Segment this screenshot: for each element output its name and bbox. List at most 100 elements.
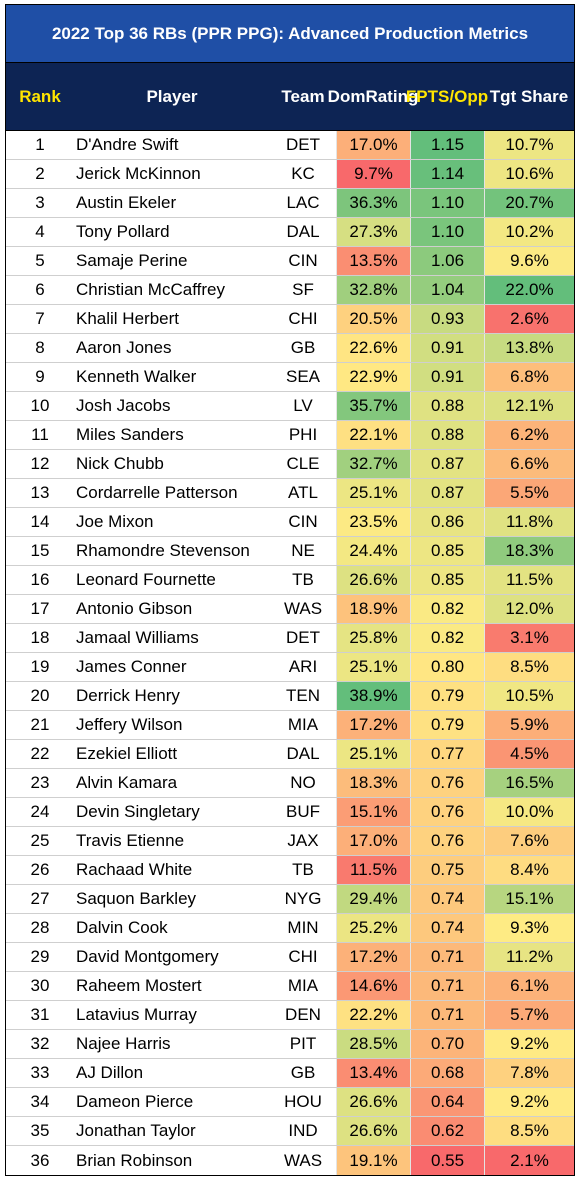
header-dom-line2: Rating [365,86,419,106]
team-cell: NYG [284,889,322,908]
fpts-opp-cell: 0.71 [410,1001,484,1029]
header-dom-line1: Dom [327,86,366,106]
rank-cell: 30 [30,976,50,995]
table-row: 33 AJ Dillon GB 13.4% 0.68 7.8% [6,1059,574,1088]
tgt-share-cell: 10.5% [484,682,574,710]
dom-rating-cell: 28.5% [336,1030,410,1058]
table-row: 19 James Conner ARI 25.1% 0.80 8.5% [6,653,574,682]
team-cell: MIA [287,976,319,995]
player-cell: Najee Harris [76,1034,171,1053]
rank-cell: 8 [35,338,45,357]
table-row: 17 Antonio Gibson WAS 18.9% 0.82 12.0% [6,595,574,624]
fpts-opp-cell: 0.76 [410,769,484,797]
team-cell: SF [292,280,314,299]
rank-cell: 7 [35,309,45,328]
dom-rating-cell: 36.3% [336,189,410,217]
team-cell: PIT [289,1034,317,1053]
team-cell: PHI [288,425,318,444]
rank-cell: 13 [30,483,50,502]
fpts-opp-cell: 0.87 [410,479,484,507]
team-cell: BUF [286,802,320,821]
tgt-share-cell: 11.2% [484,943,574,971]
dom-rating-cell: 22.2% [336,1001,410,1029]
dom-rating-cell: 22.9% [336,363,410,391]
dom-rating-cell: 25.1% [336,740,410,768]
player-cell: Joe Mixon [76,512,154,531]
rank-cell: 29 [30,947,50,966]
header-fpts-opp: FPTS/ Opp [406,63,488,130]
fpts-opp-cell: 0.71 [410,943,484,971]
player-cell: Rhamondre Stevenson [76,541,250,560]
tgt-share-cell: 2.1% [484,1146,574,1175]
player-cell: Jerick McKinnon [76,164,201,183]
team-cell: NO [290,773,316,792]
table-row: 14 Joe Mixon CIN 23.5% 0.86 11.8% [6,508,574,537]
fpts-opp-cell: 0.76 [410,798,484,826]
rank-cell: 10 [30,396,50,415]
dom-rating-cell: 19.1% [336,1146,410,1175]
dom-rating-cell: 17.2% [336,711,410,739]
table-row: 30 Raheem Mostert MIA 14.6% 0.71 6.1% [6,972,574,1001]
player-cell: Ezekiel Elliott [76,744,178,763]
player-cell: Kenneth Walker [76,367,197,386]
table-row: 12 Nick Chubb CLE 32.7% 0.87 6.6% [6,450,574,479]
dom-rating-cell: 26.6% [336,1117,410,1145]
table-row: 22 Ezekiel Elliott DAL 25.1% 0.77 4.5% [6,740,574,769]
player-cell: Austin Ekeler [76,193,177,212]
fpts-opp-cell: 1.06 [410,247,484,275]
table-row: 5 Samaje Perine CIN 13.5% 1.06 9.6% [6,247,574,276]
rank-cell: 1 [35,135,45,154]
tgt-share-cell: 22.0% [484,276,574,304]
player-cell: Raheem Mostert [76,976,202,995]
header-rank: Rank [19,86,61,106]
tgt-share-cell: 12.1% [484,392,574,420]
dom-rating-cell: 32.7% [336,450,410,478]
rank-cell: 15 [30,541,50,560]
dom-rating-cell: 14.6% [336,972,410,1000]
player-cell: Dameon Pierce [76,1092,194,1111]
fpts-opp-cell: 0.74 [410,914,484,942]
fpts-opp-cell: 0.80 [410,653,484,681]
rank-cell: 20 [30,686,50,705]
rank-cell: 21 [30,715,50,734]
player-cell: Latavius Murray [76,1005,197,1024]
player-cell: Alvin Kamara [76,773,178,792]
rank-cell: 4 [35,222,45,241]
rank-cell: 5 [35,251,45,270]
dom-rating-cell: 17.2% [336,943,410,971]
dom-rating-cell: 20.5% [336,305,410,333]
fpts-opp-cell: 0.82 [410,624,484,652]
player-cell: Leonard Fournette [76,570,216,589]
table-row: 29 David Montgomery CHI 17.2% 0.71 11.2% [6,943,574,972]
team-cell: GB [290,338,316,357]
team-cell: HOU [284,1092,322,1111]
rank-cell: 3 [35,193,45,212]
table-row: 2 Jerick McKinnon KC 9.7% 1.14 10.6% [6,160,574,189]
header-tgt-share: Tgt Share [489,86,569,106]
rank-cell: 6 [35,280,45,299]
table-row: 28 Dalvin Cook MIN 25.2% 0.74 9.3% [6,914,574,943]
dom-rating-cell: 13.4% [336,1059,410,1087]
tgt-share-cell: 7.6% [484,827,574,855]
header-dom-rating: Dom Rating [328,63,419,130]
fpts-opp-cell: 0.55 [410,1146,484,1175]
fpts-opp-cell: 1.04 [410,276,484,304]
header-fpts-line1: FPTS/ [405,86,455,106]
tgt-share-cell: 5.7% [484,1001,574,1029]
player-cell: Aaron Jones [76,338,172,357]
tgt-share-cell: 9.2% [484,1030,574,1058]
player-cell: Miles Sanders [76,425,184,444]
fpts-opp-cell: 0.88 [410,421,484,449]
tgt-share-cell: 3.1% [484,624,574,652]
fpts-opp-cell: 0.64 [410,1088,484,1116]
rank-cell: 16 [30,570,50,589]
team-cell: NE [291,541,315,560]
team-cell: TB [292,570,314,589]
dom-rating-cell: 18.3% [336,769,410,797]
rank-cell: 24 [30,802,50,821]
fpts-opp-cell: 0.76 [410,827,484,855]
dom-rating-cell: 23.5% [336,508,410,536]
fpts-opp-cell: 0.79 [410,711,484,739]
dom-rating-cell: 25.2% [336,914,410,942]
fpts-opp-cell: 0.68 [410,1059,484,1087]
